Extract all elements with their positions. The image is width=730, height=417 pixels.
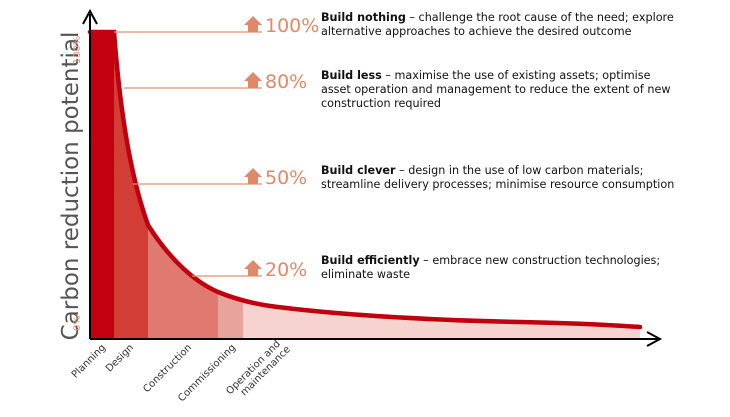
level-title: Build clever [321,164,396,177]
level-text-line: streamline delivery processes; minimise … [321,178,674,191]
design-region [114,32,148,339]
level-title: Build less [321,69,382,82]
level-description: Build nothing – challenge the root cause… [321,11,677,38]
stage-label-planning: Planning [70,342,108,380]
up-arrow-icon [244,16,262,32]
y-axis-label: Carbon reduction potential [58,32,84,341]
level-text: – challenge the root cause of the need; … [406,11,674,24]
commissioning-region [218,292,243,339]
y-axis-max-tick: 100% [72,36,83,65]
level-text-line: eliminate waste [321,268,410,281]
x-axis-arrowhead [646,331,663,347]
construction-region [148,225,218,339]
level-title: Build efficiently [321,254,420,267]
level-text: – maximise the use of existing assets; o… [382,69,651,82]
up-arrow-icon [244,168,262,184]
level-text: – design in the use of low carbon materi… [396,164,644,177]
level-text: – embrace new construction technologies; [420,254,661,267]
level-percent: 20% [265,259,307,281]
level-description: Build less – maximise the use of existin… [321,69,674,110]
axes [82,8,663,347]
leader-lines [114,31,262,277]
up-arrow-icon [244,72,262,88]
level-title: Build nothing [321,11,406,24]
level-100: 100% Build nothing – challenge the root … [244,11,677,38]
level-percent: 80% [265,71,307,93]
y-axis-arrowhead [82,8,98,25]
level-percent: 100% [265,15,319,37]
stage-label-operation: Operation and maintenance [224,336,293,405]
y-axis-min-tick: 0% [72,315,83,331]
level-50: 50% Build clever – design in the use of … [244,164,674,191]
up-arrow-icon [244,260,262,276]
stage-labels: Planning Design Construction Commissioni… [70,336,293,405]
level-20: 20% Build efficiently – embrace new cons… [244,254,664,281]
reduction-curve [87,29,643,330]
stage-label-design: Design [104,342,136,374]
level-text-line: alternative approaches to achieve the de… [321,25,632,38]
level-description: Build clever – design in the use of low … [321,164,674,191]
planning-region [90,32,114,339]
level-text-line: construction required [321,97,441,110]
stage-regions [90,32,640,339]
level-percent: 50% [265,167,307,189]
level-80: 80% Build less – maximise the use of exi… [244,69,674,110]
level-description: Build efficiently – embrace new construc… [321,254,664,281]
level-text-line: asset operation and management to reduce… [321,83,671,96]
